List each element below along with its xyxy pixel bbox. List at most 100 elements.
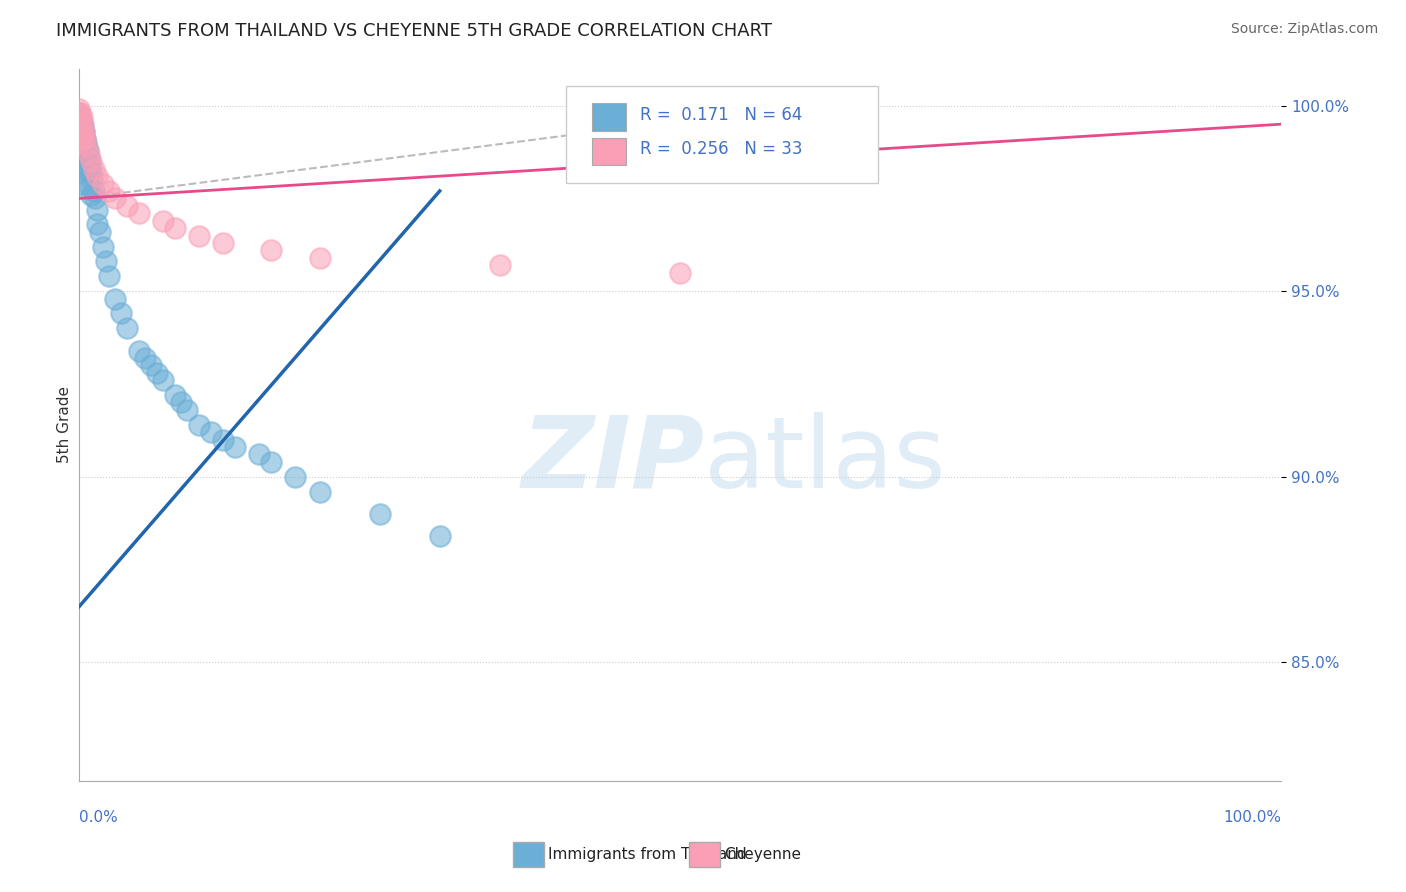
Point	[75, 151, 97, 165]
Point	[67, 117, 90, 131]
Point	[67, 110, 90, 124]
Point	[69, 132, 91, 146]
Point	[70, 151, 93, 165]
Point	[72, 139, 94, 153]
Point	[73, 146, 96, 161]
Point	[669, 266, 692, 280]
Point	[79, 158, 101, 172]
FancyBboxPatch shape	[592, 103, 626, 130]
Point	[67, 125, 90, 139]
Point	[86, 202, 108, 217]
Point	[141, 359, 163, 373]
Point	[67, 110, 90, 124]
Point	[69, 128, 91, 143]
Point	[67, 113, 90, 128]
Point	[67, 143, 90, 157]
Point	[308, 484, 330, 499]
Point	[80, 187, 103, 202]
Point	[152, 373, 174, 387]
Point	[67, 117, 90, 131]
Point	[249, 447, 271, 461]
Point	[134, 351, 156, 365]
Point	[98, 269, 121, 284]
Point	[104, 191, 127, 205]
Point	[67, 132, 90, 146]
Point	[165, 221, 187, 235]
Point	[67, 177, 90, 191]
Point	[69, 120, 91, 135]
Point	[67, 103, 90, 117]
Text: Immigrants from Thailand: Immigrants from Thailand	[548, 847, 747, 862]
Point	[75, 136, 97, 150]
Point	[176, 403, 198, 417]
Point	[67, 165, 90, 179]
Point	[67, 106, 90, 120]
Point	[73, 125, 96, 139]
Point	[284, 469, 307, 483]
Y-axis label: 5th Grade: 5th Grade	[58, 386, 72, 463]
Text: atlas: atlas	[704, 412, 946, 509]
Point	[75, 132, 97, 146]
Point	[83, 161, 105, 176]
Point	[67, 136, 90, 150]
Text: R =  0.256   N = 33: R = 0.256 N = 33	[641, 140, 803, 158]
Point	[200, 425, 222, 440]
Point	[170, 395, 193, 409]
Point	[72, 117, 94, 131]
Point	[76, 165, 98, 179]
Point	[69, 146, 91, 161]
Point	[115, 321, 138, 335]
Text: ZIP: ZIP	[522, 412, 704, 509]
Point	[77, 151, 100, 165]
Text: R =  0.171   N = 64: R = 0.171 N = 64	[641, 106, 803, 124]
Point	[128, 343, 150, 358]
Point	[77, 146, 100, 161]
Point	[165, 388, 187, 402]
Point	[260, 244, 283, 258]
Point	[212, 235, 235, 250]
Point	[91, 240, 114, 254]
Point	[308, 251, 330, 265]
Point	[67, 154, 90, 169]
Point	[69, 106, 91, 120]
Point	[86, 169, 108, 183]
Point	[83, 191, 105, 205]
Point	[69, 117, 91, 131]
Point	[67, 125, 90, 139]
Point	[98, 184, 121, 198]
Point	[72, 132, 94, 146]
Point	[79, 180, 101, 194]
Point	[70, 117, 93, 131]
Point	[104, 292, 127, 306]
Point	[260, 455, 283, 469]
Point	[115, 199, 138, 213]
Point	[69, 158, 91, 172]
Point	[70, 136, 93, 150]
Point	[76, 143, 98, 157]
Point	[368, 507, 391, 521]
Point	[73, 125, 96, 139]
Point	[91, 177, 114, 191]
Text: IMMIGRANTS FROM THAILAND VS CHEYENNE 5TH GRADE CORRELATION CHART: IMMIGRANTS FROM THAILAND VS CHEYENNE 5TH…	[56, 22, 772, 40]
Point	[89, 225, 111, 239]
Point	[72, 120, 94, 135]
FancyBboxPatch shape	[592, 137, 626, 165]
Point	[67, 106, 90, 120]
FancyBboxPatch shape	[567, 87, 879, 183]
Text: 100.0%: 100.0%	[1223, 810, 1281, 824]
Point	[70, 110, 93, 124]
Point	[188, 417, 211, 432]
Point	[429, 529, 451, 543]
Point	[128, 206, 150, 220]
Point	[146, 366, 169, 380]
Point	[69, 110, 91, 124]
Point	[188, 228, 211, 243]
Point	[488, 258, 510, 272]
Point	[75, 132, 97, 146]
Point	[94, 254, 117, 268]
Point	[80, 165, 103, 179]
Point	[110, 306, 132, 320]
Text: Source: ZipAtlas.com: Source: ZipAtlas.com	[1230, 22, 1378, 37]
Point	[152, 213, 174, 227]
Point	[82, 173, 104, 187]
